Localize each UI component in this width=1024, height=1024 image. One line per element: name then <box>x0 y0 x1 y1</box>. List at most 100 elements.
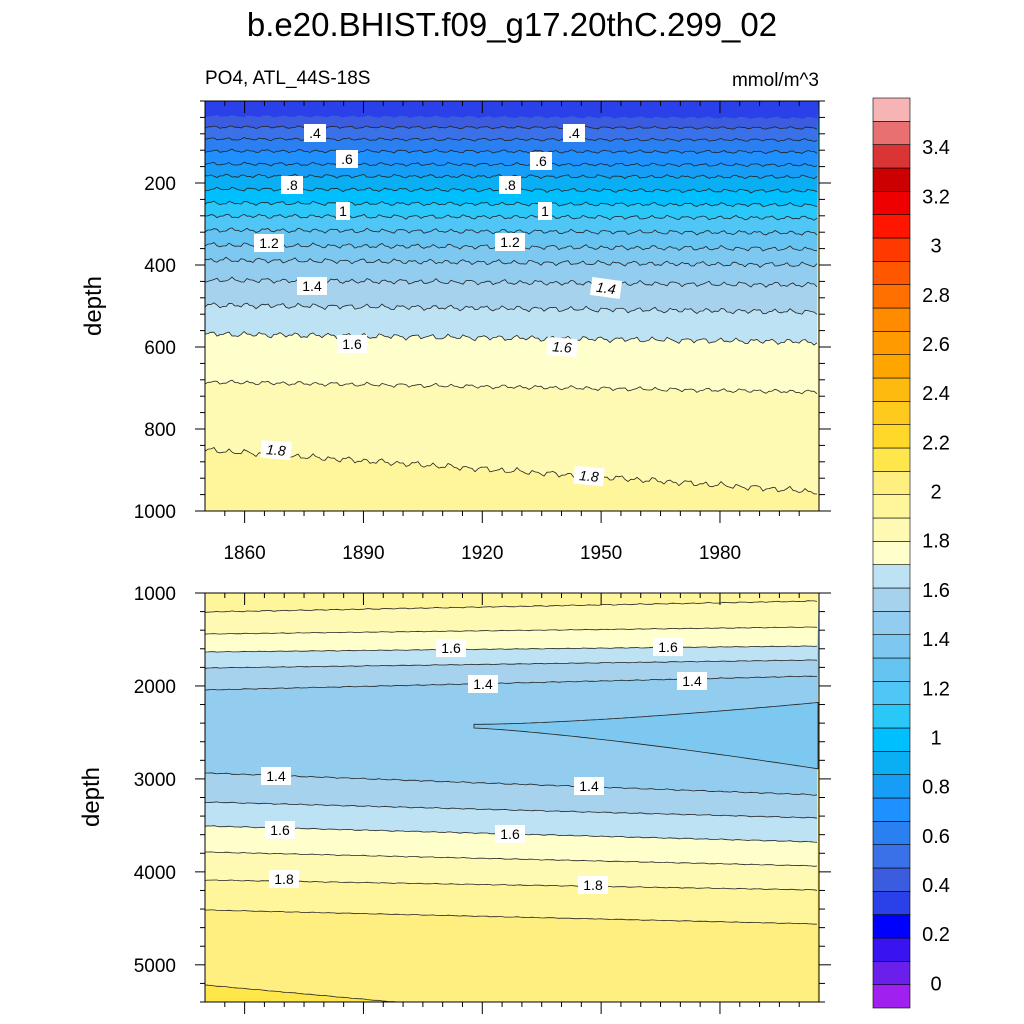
contour-line <box>205 148 818 155</box>
colorbar-label: 3.4 <box>922 137 950 159</box>
contour-label-bg <box>499 176 521 194</box>
y-tick-label: 400 <box>144 256 176 277</box>
contour-line <box>205 213 818 221</box>
colorbar-swatch <box>872 261 911 285</box>
contour-label-bg <box>573 465 605 487</box>
x-tick-label: 1950 <box>580 543 622 564</box>
y-tick-label: 600 <box>144 338 176 359</box>
contour-label-text: 1.8 <box>583 877 603 893</box>
contour-label: .4 <box>304 124 326 142</box>
chart-title: b.e20.BHIST.f09_g17.20thC.299_02 <box>247 6 777 43</box>
colorbar-label: 1.2 <box>922 678 950 700</box>
upper-panel-fill <box>205 101 819 511</box>
contour-label-bg <box>260 439 292 461</box>
upper-ylabel: depth <box>80 276 107 336</box>
contour-line <box>205 302 818 315</box>
colorbar-swatch <box>872 307 911 332</box>
contour-label: 1.4 <box>589 276 623 300</box>
colorbar-label: 0 <box>930 973 941 995</box>
contour-label: 1.4 <box>297 277 327 295</box>
colorbar-swatch <box>872 821 911 845</box>
colorbar-swatch <box>872 774 911 799</box>
contour-label-bg <box>281 176 303 194</box>
contour-label-bg <box>336 202 350 220</box>
colorbar-label: 1.8 <box>922 531 950 553</box>
contour-label: 1 <box>538 202 552 220</box>
contour-label-text: .8 <box>504 177 516 193</box>
upper-plot-frame <box>204 100 820 512</box>
colorbar-swatch <box>872 961 911 985</box>
contour-label: 1.6 <box>265 821 295 839</box>
colorbar-label: 0.2 <box>922 924 950 946</box>
y-tick-label: 200 <box>144 174 176 195</box>
contour-line <box>205 331 818 346</box>
contour-line <box>205 256 818 268</box>
contour-label: 1.2 <box>495 233 525 251</box>
contour-label-bg <box>574 777 604 795</box>
contour-label-text: 1.2 <box>259 235 279 251</box>
contour-label-text: 1.6 <box>441 640 461 656</box>
x-tick-label: 1860 <box>223 543 265 564</box>
contour-label: 1.6 <box>546 336 578 358</box>
contour-label-bg <box>297 277 327 295</box>
contour-label-text: 1.8 <box>579 467 600 485</box>
contour-label: .4 <box>563 124 585 142</box>
lower-panel-contour-lines <box>205 600 818 1002</box>
contour-label-bg <box>578 876 608 894</box>
contour-line <box>205 801 818 819</box>
contour-line <box>205 645 818 653</box>
contour-label-bg <box>304 124 326 142</box>
contour-label: 1.8 <box>260 439 292 461</box>
contour-label-bg <box>530 152 552 170</box>
colorbar-swatch <box>872 331 911 355</box>
contour-label-bg <box>546 336 578 358</box>
contour-label: .8 <box>281 176 303 194</box>
contour-label-text: 1.2 <box>500 234 520 250</box>
contour-line <box>205 626 818 635</box>
colorbar-swatch <box>872 564 911 589</box>
contour-label-bg <box>468 675 498 693</box>
colorbar-label: 2.4 <box>922 383 950 405</box>
colorbar: 3.4 3.2 3 2.8 2.6 2.4 2.2 2 1.8 1.6 1.4 1.2 1 0.8 0.6 0… <box>872 97 950 1009</box>
contour-label-bg <box>336 150 358 168</box>
upper-panel-contour-labels: .4 .4 .6 .6 .8 .8 1 1 1.2 1.2 1.4 1.4 1.6 1.6 1.8 1.8 <box>254 124 623 487</box>
colorbar-swatch <box>872 704 911 729</box>
x-tick-label: 1920 <box>461 543 503 564</box>
colorbar-label: 2.8 <box>922 285 950 307</box>
colorbar-swatch <box>872 797 911 822</box>
colorbar-swatch <box>872 354 911 379</box>
po4-minimum-core <box>473 702 819 770</box>
colorbar-swatch <box>872 867 911 892</box>
lower-panel-contour-labels: 1.6 1.6 1.4 1.4 1.4 1.4 1.6 1.6 1.8 1.8 <box>261 638 707 894</box>
colorbar-swatch <box>872 144 911 169</box>
lower-ylabel: depth <box>78 767 105 827</box>
colorbar-label: 2.6 <box>922 334 950 356</box>
contour-label: 1.4 <box>574 777 604 795</box>
contour-label: .8 <box>499 176 521 194</box>
fill-band <box>205 593 819 613</box>
colorbar-swatch <box>872 844 911 869</box>
colorbar-swatch <box>872 284 911 309</box>
chart-subtitle-left: PO4, ATL_44S-18S <box>205 68 370 89</box>
colorbar-label: 0.8 <box>922 777 950 799</box>
contour-label-bg <box>589 276 623 300</box>
contour-label-text: 1.4 <box>473 676 493 692</box>
colorbar-swatch <box>872 191 911 215</box>
contour-label: 1.8 <box>573 465 605 487</box>
colorbar-swatch <box>872 937 911 962</box>
contour-label: .6 <box>336 150 358 168</box>
colorbar-swatch <box>872 401 911 425</box>
contour-label-text: 1.6 <box>270 822 290 838</box>
contour-line <box>205 879 818 891</box>
contour-label-text: 1.8 <box>266 441 287 459</box>
colorbar-swatch <box>872 657 911 682</box>
upper-panel-axes: 1860 1890 1920 1950 1980 200 400 600 800 1000 <box>134 100 831 564</box>
contour-label: 1.8 <box>578 876 608 894</box>
contour-label-text: 1.6 <box>342 336 362 352</box>
colorbar-swatch <box>872 424 911 449</box>
colorbar-swatch <box>872 167 911 192</box>
colorbar-swatch <box>872 891 911 915</box>
colorbar-label: 3 <box>930 236 941 258</box>
y-tick-label: 800 <box>144 420 176 441</box>
